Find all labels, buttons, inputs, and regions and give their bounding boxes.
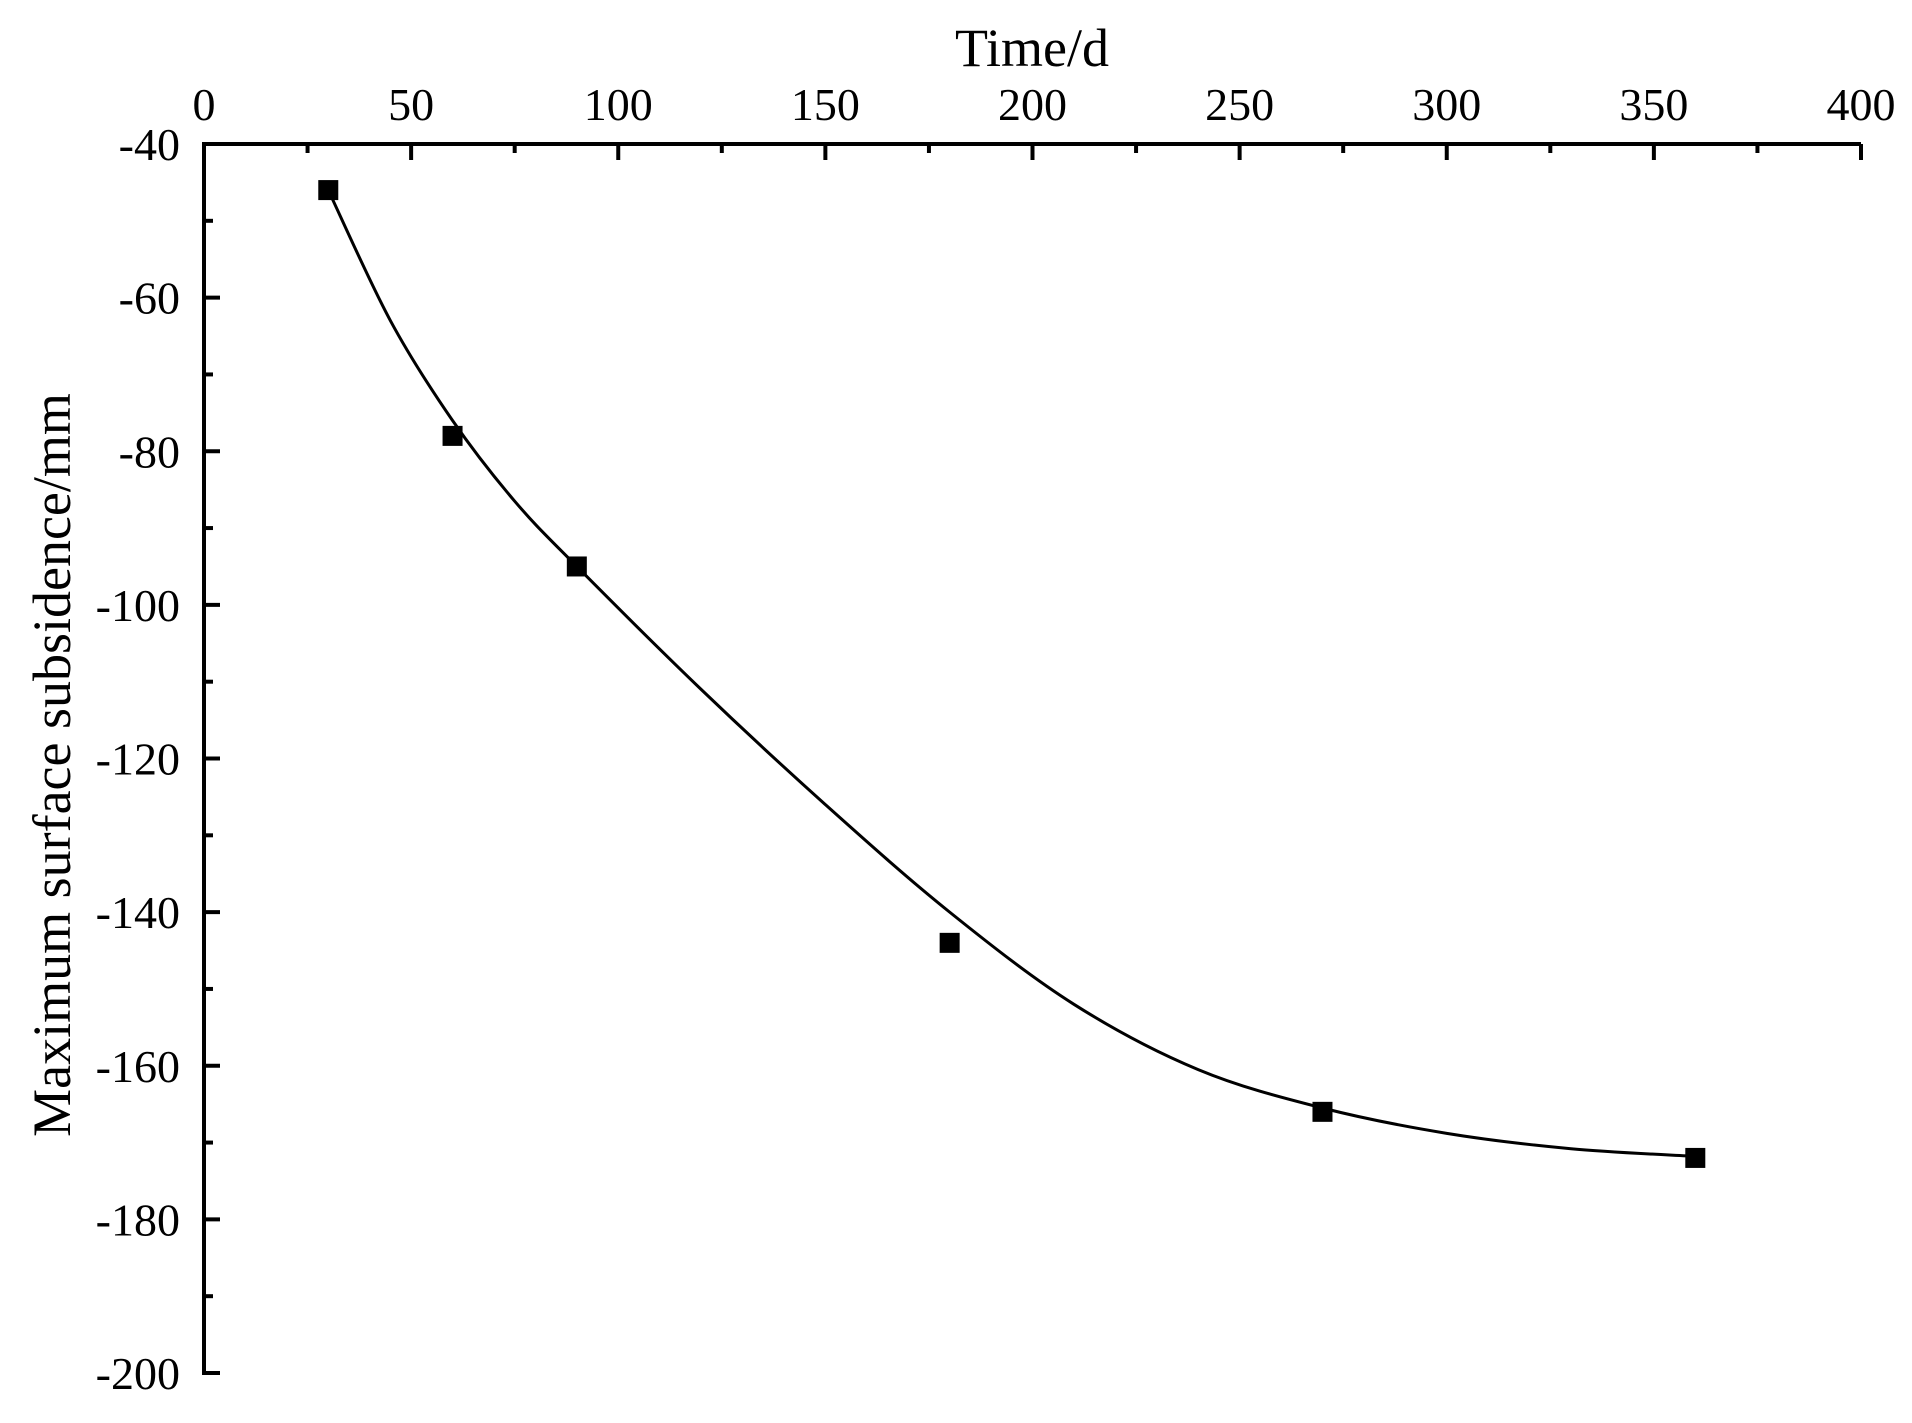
y-tick-label: -100 — [96, 580, 180, 631]
x-tick-label: 0 — [193, 79, 216, 130]
y-tick-label: -200 — [96, 1348, 180, 1399]
data-point-marker — [318, 180, 339, 201]
y-tick-label: -60 — [119, 273, 180, 324]
data-point-marker — [1312, 1101, 1333, 1122]
data-point-marker — [1685, 1147, 1706, 1168]
data-point-marker — [442, 425, 463, 446]
fit-curve-line — [326, 189, 1696, 1158]
x-tick-label: 100 — [584, 79, 653, 130]
x-tick-label: 350 — [1619, 79, 1688, 130]
x-tick-label: 150 — [791, 79, 860, 130]
x-axis-title: Time/d — [955, 18, 1109, 78]
x-tick-label: 50 — [388, 79, 434, 130]
y-tick-label: -140 — [96, 887, 180, 938]
x-tick-label: 400 — [1827, 79, 1896, 130]
x-tick-label: 300 — [1412, 79, 1481, 130]
x-tick-label: 250 — [1205, 79, 1274, 130]
y-tick-label: -120 — [96, 734, 180, 785]
data-points-layer — [318, 180, 1706, 1168]
fit-curve-layer — [326, 189, 1696, 1158]
data-point-marker — [566, 556, 587, 577]
y-tick-label: -40 — [119, 119, 180, 170]
y-axis-title: Maximum surface subsidence/mm — [22, 393, 82, 1137]
y-tick-label: -160 — [96, 1041, 180, 1092]
tick-labels-layer: 0 50 100 150 200 250 300 350 400 -40 -60 -80 -100 -12… — [96, 79, 1896, 1399]
axes — [202, 142, 1863, 1375]
y-tick-label: -80 — [119, 426, 180, 477]
y-tick-label: -180 — [96, 1194, 180, 1245]
data-point-marker — [939, 932, 960, 953]
x-tick-label: 200 — [998, 79, 1067, 130]
